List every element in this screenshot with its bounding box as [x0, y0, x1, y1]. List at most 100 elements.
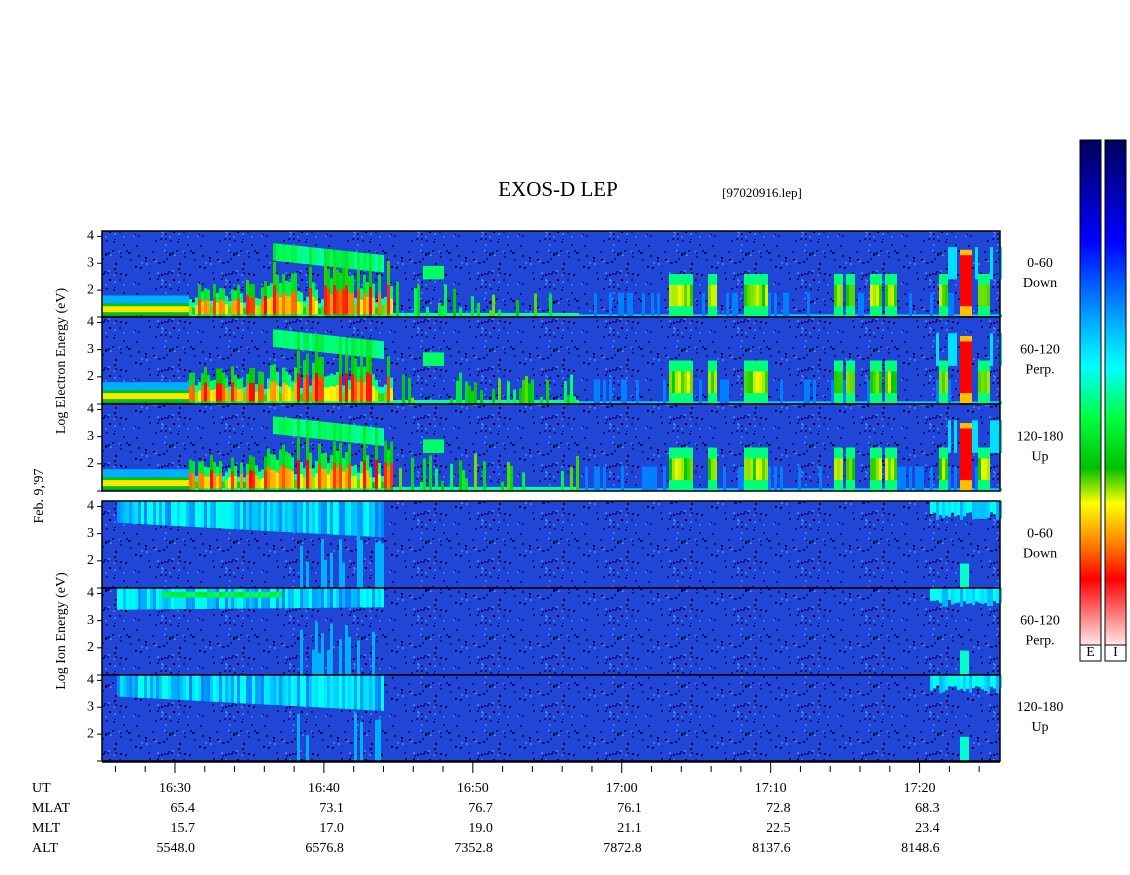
intensity: [804, 488, 807, 491]
intensity: [294, 480, 297, 489]
intensity: [270, 381, 273, 402]
intensity: [285, 417, 288, 436]
intensity: [426, 306, 429, 317]
intensity: [309, 501, 312, 534]
intensity: [738, 401, 741, 404]
intensity: [231, 592, 234, 598]
intensity: [504, 399, 507, 404]
intensity: [138, 382, 141, 391]
intensity: [867, 379, 870, 404]
intensity: [426, 399, 429, 404]
intensity: [324, 675, 327, 708]
intensity: [450, 398, 453, 404]
intensity: [960, 675, 963, 689]
intensity: [393, 312, 396, 317]
intensity: [129, 501, 132, 524]
intensity: [141, 675, 144, 698]
intensity: [105, 382, 108, 391]
intensity: [162, 382, 165, 391]
intensity: [438, 439, 441, 453]
intensity: [969, 588, 972, 604]
intensity: [141, 393, 144, 400]
intensity: [279, 393, 282, 402]
intensity: [996, 401, 999, 404]
intensity: [948, 379, 951, 404]
intensity: [279, 330, 282, 348]
intensity: [330, 675, 333, 709]
intensity: [204, 588, 207, 609]
intensity: [963, 255, 966, 307]
intensity: [993, 488, 996, 491]
intensity: [705, 488, 708, 491]
intensity: [930, 401, 933, 404]
intensity: [456, 380, 459, 404]
intensity: [375, 389, 378, 402]
intensity: [378, 427, 381, 446]
intensity: [798, 401, 801, 404]
intensity: [498, 309, 501, 317]
intensity: [846, 284, 849, 307]
intensity: [981, 284, 984, 307]
intensity: [357, 289, 360, 315]
intensity: [432, 439, 435, 453]
intensity: [135, 306, 138, 313]
intensity: [345, 285, 348, 315]
intensity: [861, 488, 864, 491]
intensity: [435, 312, 438, 317]
intensity: [468, 486, 471, 491]
intensity: [126, 501, 129, 524]
intensity: [963, 341, 966, 394]
intensity: [378, 540, 381, 588]
intensity: [714, 371, 717, 394]
intensity: [762, 458, 765, 481]
intensity: [567, 312, 570, 317]
intensity: [537, 399, 540, 404]
intensity: [579, 314, 582, 317]
intensity: [186, 592, 189, 598]
intensity: [228, 675, 231, 703]
intensity: [870, 284, 873, 307]
intensity: [378, 254, 381, 273]
intensity: [150, 393, 153, 400]
intensity: [621, 379, 624, 404]
intensity: [291, 418, 294, 437]
intensity: [225, 675, 228, 703]
intensity: [156, 675, 159, 699]
intensity: [363, 339, 366, 357]
intensity: [777, 401, 780, 404]
intensity: [627, 292, 630, 317]
intensity: [807, 488, 810, 491]
intensity: [306, 419, 309, 438]
intensity: [792, 401, 795, 404]
intensity: [273, 592, 276, 598]
intensity: [153, 501, 156, 525]
intensity: [639, 401, 642, 404]
intensity: [267, 592, 270, 598]
intensity: [168, 306, 171, 313]
panel-label: 60-120: [1020, 343, 1060, 358]
intensity: [300, 588, 303, 609]
intensity: [342, 501, 345, 536]
intensity: [978, 501, 981, 519]
intensity: [315, 675, 318, 708]
intensity: [516, 300, 519, 317]
intensity: [201, 588, 204, 609]
intensity: [159, 588, 162, 610]
intensity: [318, 675, 321, 708]
intensity: [948, 420, 951, 453]
intensity: [261, 501, 264, 531]
intensity: [684, 458, 687, 481]
intensity: [942, 371, 945, 394]
intensity: [156, 295, 159, 304]
intensity: [126, 480, 129, 487]
intensity: [987, 458, 990, 481]
intensity: [846, 371, 849, 394]
intensity: [303, 419, 306, 438]
row-value: 17.0: [319, 821, 344, 836]
intensity: [438, 265, 441, 280]
intensity: [327, 675, 330, 708]
intensity: [204, 501, 207, 528]
intensity: [627, 401, 630, 404]
panel-label: Perp.: [1025, 634, 1054, 649]
intensity: [603, 466, 606, 491]
